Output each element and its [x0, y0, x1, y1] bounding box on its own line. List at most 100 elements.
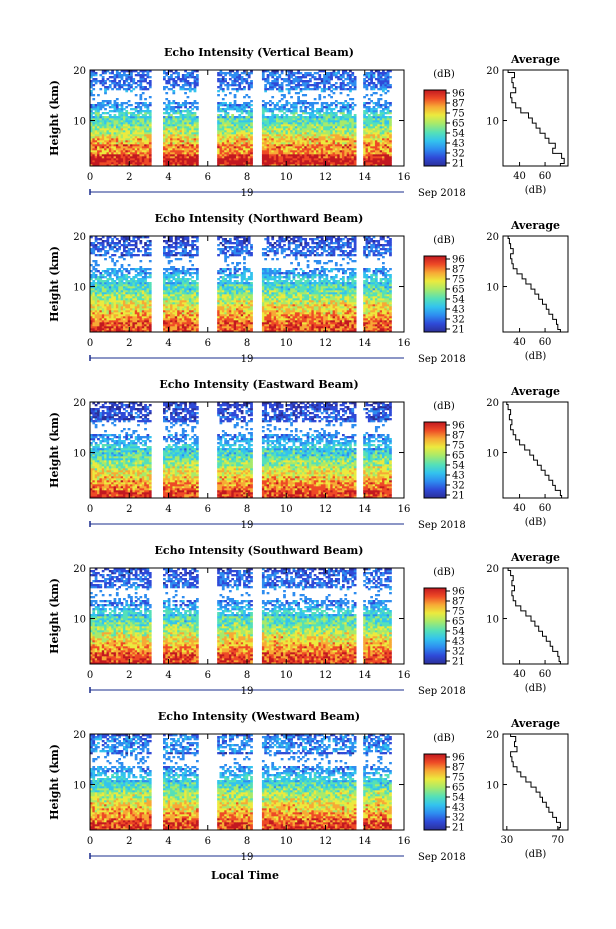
heatmap-cell [224, 120, 227, 122]
heatmap-cell [363, 140, 366, 142]
heatmap-cell [297, 150, 300, 152]
heatmap-cell [163, 138, 166, 140]
heatmap-cell [175, 156, 178, 158]
heatmap-cell [128, 130, 131, 132]
heatmap-cell [316, 130, 319, 132]
heatmap-cell [104, 150, 107, 152]
heatmap-cell [149, 138, 152, 140]
heatmap-cell [147, 160, 150, 162]
heatmap-cell [227, 118, 230, 120]
heatmap-cell [187, 140, 190, 142]
heatmap-cell [172, 148, 175, 150]
heatmap-cell [132, 156, 135, 158]
heatmap-cell [104, 104, 107, 106]
heatmap-cell [290, 80, 293, 82]
heatmap-cell [271, 148, 274, 150]
heatmap-cell [384, 156, 387, 158]
heatmap-cell [132, 80, 135, 82]
heatmap-cell [307, 150, 310, 152]
heatmap-cell [311, 88, 314, 90]
heatmap-cell [123, 118, 126, 120]
heatmap-cell [262, 316, 265, 318]
heatmap-cell [128, 116, 131, 118]
heatmap-cell [311, 320, 314, 322]
heatmap-cell [137, 140, 140, 142]
heatmap-cell [351, 154, 354, 156]
heatmap-cell [149, 160, 152, 162]
heatmap-cell [321, 108, 324, 110]
heatmap-cell [142, 132, 145, 134]
heatmap-cell [111, 324, 114, 326]
heatmap-cell [220, 120, 223, 122]
heatmap-cell [231, 130, 234, 132]
heatmap-cell [135, 110, 138, 112]
heatmap-cell [267, 326, 270, 328]
heatmap-cell [139, 328, 142, 330]
heatmap-cell [147, 152, 150, 154]
heatmap-cell [222, 132, 225, 134]
heatmap-cell [366, 128, 369, 130]
heatmap-cell [304, 146, 307, 148]
heatmap-cell [384, 84, 387, 86]
heatmap-cell [116, 316, 119, 318]
heatmap-cell [170, 150, 173, 152]
heatmap-cell [92, 88, 95, 90]
heatmap-cell [293, 148, 296, 150]
heatmap-cell [111, 76, 114, 78]
heatmap-cell [304, 322, 307, 324]
heatmap-cell [347, 84, 350, 86]
heatmap-cell [250, 158, 253, 160]
heatmap-cell [281, 98, 284, 100]
heatmap-cell [328, 106, 331, 108]
heatmap-cell [227, 138, 230, 140]
heatmap-cell [293, 328, 296, 330]
heatmap-cell [309, 320, 312, 322]
x-tick-label: 14 [358, 172, 371, 183]
heatmap-cell [175, 106, 178, 108]
heatmap-cell [189, 328, 192, 330]
heatmap-cell [368, 150, 371, 152]
heatmap-cell [229, 320, 232, 322]
heatmap-cell [307, 130, 310, 132]
heatmap-cell [111, 322, 114, 324]
heatmap-cell [384, 152, 387, 154]
heatmap-cell [368, 136, 371, 138]
heatmap-cell [128, 142, 131, 144]
heatmap-cell [196, 326, 199, 328]
heatmap-cell [349, 122, 352, 124]
heatmap-cell [328, 144, 331, 146]
heatmap-cell [295, 122, 298, 124]
heatmap-cell [380, 80, 383, 82]
heatmap-cell [384, 92, 387, 94]
heatmap-cell [264, 130, 267, 132]
heatmap-cell [104, 158, 107, 160]
heatmap-cell [165, 146, 168, 148]
heatmap-cell [236, 322, 239, 324]
heatmap-cell [168, 140, 171, 142]
heatmap-cell [168, 100, 171, 102]
heatmap-cell [245, 318, 248, 320]
heatmap-cell [342, 328, 345, 330]
heatmap-cell [375, 122, 378, 124]
heatmap-cell [342, 162, 345, 164]
heatmap-cell [302, 118, 305, 120]
heatmap-cell [170, 162, 173, 164]
heatmap-cell [184, 118, 187, 120]
heatmap-cell [165, 124, 168, 126]
heatmap-cell [342, 138, 345, 140]
heatmap-cell [182, 314, 185, 316]
heatmap-cell [337, 318, 340, 320]
heatmap-cell [321, 156, 324, 158]
heatmap-cell [349, 130, 352, 132]
heatmap-cell [137, 122, 140, 124]
heatmap-cell [293, 322, 296, 324]
heatmap-cell [333, 150, 336, 152]
heatmap-cell [349, 116, 352, 118]
heatmap-cell [342, 118, 345, 120]
heatmap-cell [337, 72, 340, 74]
heatmap-cell [224, 152, 227, 154]
heatmap-cell [139, 146, 142, 148]
heatmap-cell [125, 158, 128, 160]
heatmap-cell [238, 106, 241, 108]
heatmap-cell [274, 320, 277, 322]
